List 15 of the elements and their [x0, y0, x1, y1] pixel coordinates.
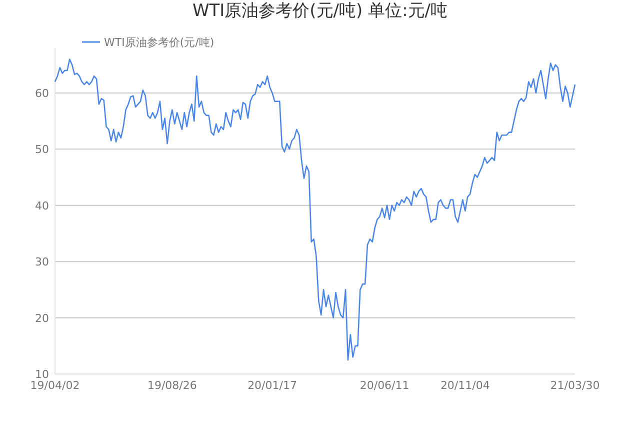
y-tick-label: 30: [35, 256, 49, 269]
x-tick-label: 19/08/26: [147, 379, 197, 392]
x-tick-label: 19/04/02: [30, 379, 80, 392]
x-tick-label: 20/06/11: [360, 379, 410, 392]
x-tick-label: 20/01/17: [248, 379, 297, 392]
x-tick-label: 21/03/30: [550, 379, 600, 392]
line-series: [54, 58, 576, 361]
y-tick-label: 60: [35, 86, 49, 100]
y-tick-label: 20: [35, 312, 49, 325]
y-tick-label: 50: [35, 143, 49, 156]
x-tick-label: 20/11/04: [440, 379, 490, 392]
y-tick-label: 40: [35, 199, 49, 212]
y-tick-label: 10: [35, 368, 49, 381]
legend-label: WTI原油参考价(元/吨): [104, 36, 214, 49]
chart-title: WTI原油参考价(元/吨) 单位:元/吨: [192, 1, 448, 21]
